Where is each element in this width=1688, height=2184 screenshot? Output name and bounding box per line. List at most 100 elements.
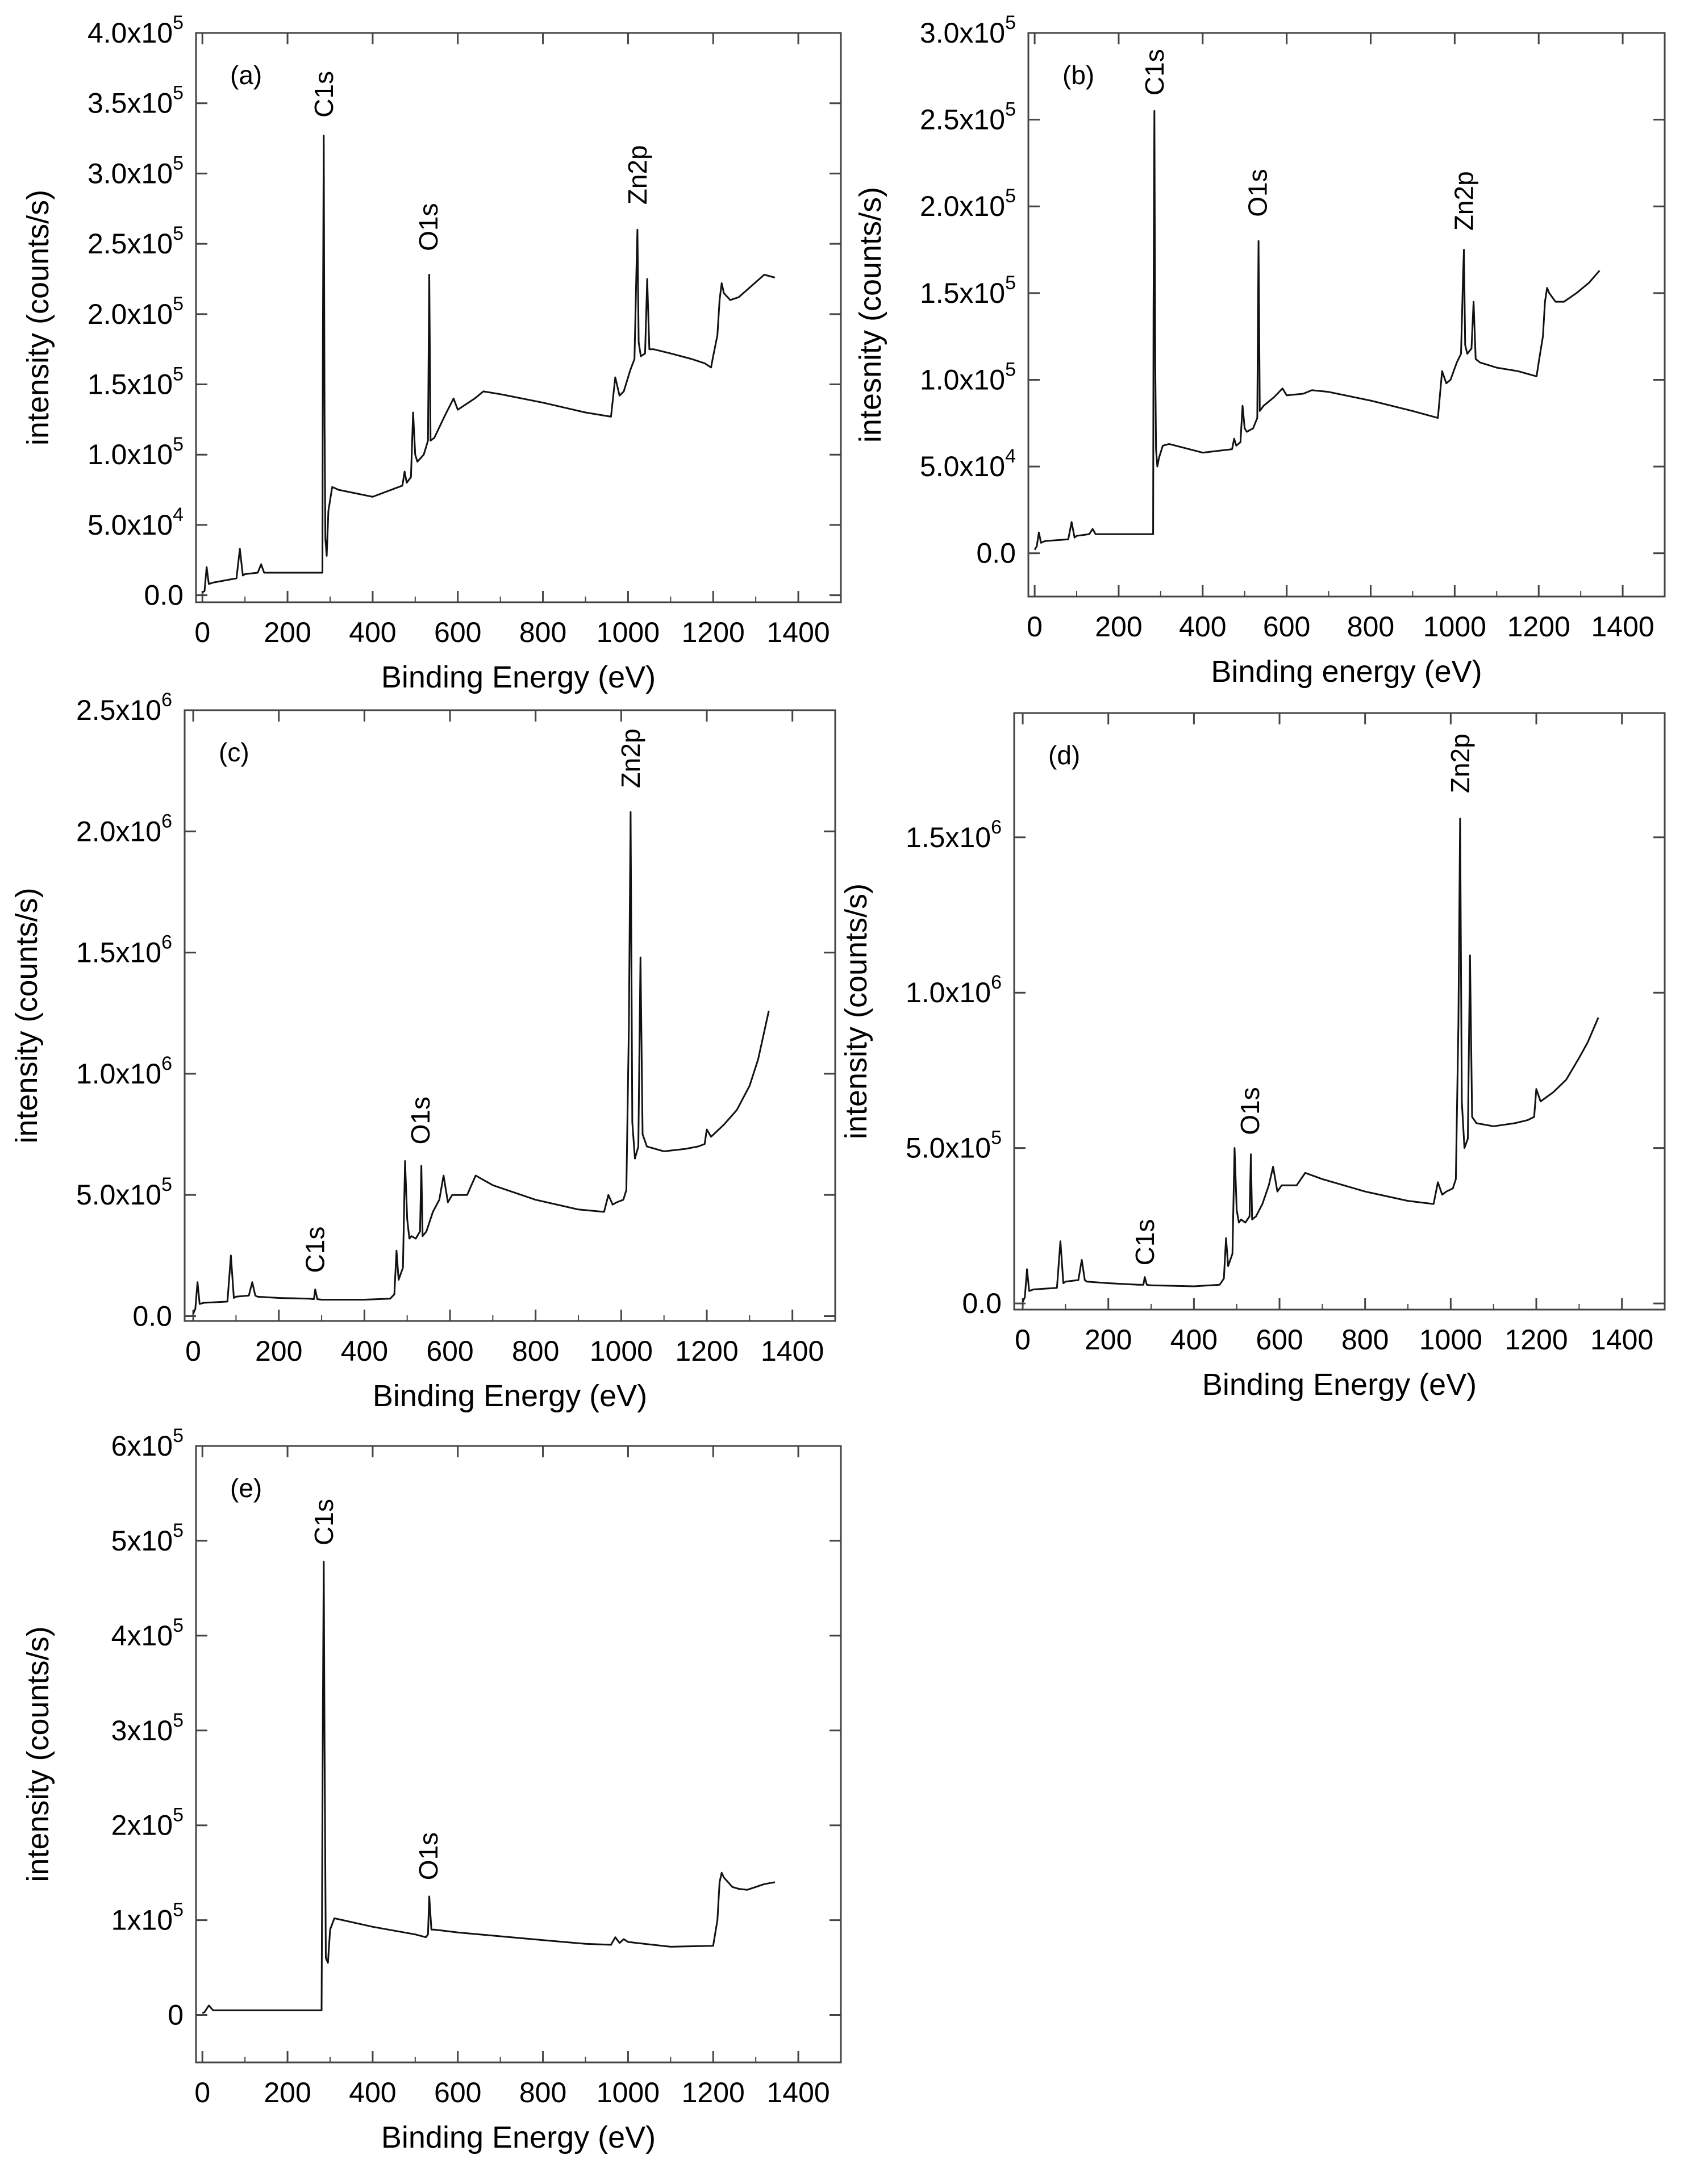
y-tick-label: 1x105 (111, 1899, 184, 1936)
peak-label-o1s: O1s (1235, 1087, 1265, 1135)
y-tick-label: 1.0x105 (87, 434, 184, 470)
peak-label-c1s: C1s (301, 1227, 330, 1273)
y-tick-mantissa: 5.0x10 (87, 509, 173, 541)
y-tick-exponent: 6 (991, 816, 1002, 838)
y-tick-exponent: 6 (161, 1053, 172, 1074)
x-tick-label: 1400 (761, 1335, 824, 1367)
peak-label-c1s: C1s (1130, 1219, 1160, 1266)
x-tick-label: 1000 (1419, 1324, 1482, 1356)
y-tick-label: 1.0x106 (76, 1053, 172, 1090)
y-axis-title: intesnity (counts/s) (853, 187, 887, 443)
y-tick-exponent: 5 (173, 1425, 184, 1447)
y-tick-mantissa: 3.0x10 (87, 157, 173, 189)
x-tick-label: 1200 (1507, 611, 1570, 643)
y-tick-mantissa: 1.5x10 (906, 822, 991, 853)
y-tick-exponent: 5 (173, 1899, 184, 1921)
y-tick-mantissa: 3.5x10 (87, 87, 173, 119)
x-axis-title: Binding Energy (eV) (373, 1379, 647, 1413)
y-tick-mantissa: 0.0 (962, 1287, 1002, 1319)
peak-label-c1s: C1s (309, 71, 339, 118)
y-tick-label: 2.5x106 (76, 689, 172, 726)
series-line-0 (1022, 818, 1599, 1302)
y-tick-label: 5.0x104 (920, 445, 1016, 482)
y-tick-exponent: 6 (161, 810, 172, 832)
x-tick-label: 1200 (682, 2077, 745, 2108)
y-axis-title: intensity (counts/s) (10, 887, 44, 1143)
x-tick-label: 600 (426, 1335, 473, 1367)
y-tick-label: 4.0x105 (87, 12, 184, 49)
plot-frame (1027, 32, 1666, 598)
y-tick-exponent: 4 (1005, 445, 1016, 467)
y-tick-exponent: 5 (1005, 359, 1016, 380)
y-tick-label: 5.0x105 (906, 1127, 1002, 1164)
y-tick-exponent: 5 (1005, 12, 1016, 34)
x-tick-label: 1200 (675, 1335, 738, 1367)
y-tick-mantissa: 1.0x10 (920, 364, 1005, 395)
x-tick-label: 800 (512, 1335, 559, 1367)
y-tick-mantissa: 0 (168, 1999, 184, 2031)
y-tick-label: 1.0x105 (920, 359, 1016, 395)
y-tick-mantissa: 1.0x10 (906, 977, 991, 1008)
y-tick-mantissa: 5.0x10 (906, 1132, 991, 1164)
x-tick-label: 600 (434, 2077, 481, 2108)
peak-label-o1s: O1s (414, 203, 443, 251)
y-tick-exponent: 6 (991, 972, 1002, 993)
x-tick-label: 0 (194, 616, 210, 648)
peak-label-o1s: O1s (406, 1097, 435, 1144)
y-tick-label: 0.0 (144, 580, 184, 611)
panel-label: (a) (230, 60, 262, 90)
y-tick-label: 6x105 (111, 1425, 184, 1462)
y-tick-exponent: 5 (991, 1127, 1002, 1149)
x-tick-label: 1400 (1591, 611, 1654, 643)
y-tick-mantissa: 1x10 (111, 1904, 173, 1936)
peak-label-c1s: C1s (1140, 49, 1169, 95)
x-axis-title: Binding energy (eV) (1211, 655, 1482, 689)
y-tick-mantissa: 6x10 (111, 1430, 173, 1462)
y-tick-exponent: 5 (173, 1520, 184, 1541)
y-tick-label: 2.0x106 (76, 810, 172, 847)
y-tick-label: 5.0x104 (87, 504, 184, 541)
series-line-0 (192, 811, 770, 1314)
x-tick-label: 400 (341, 1335, 388, 1367)
x-tick-label: 1000 (1423, 611, 1486, 643)
y-tick-mantissa: 0.0 (144, 580, 184, 611)
peak-label-zn2p: Zn2p (616, 728, 645, 788)
y-tick-label: 2.0x105 (920, 185, 1016, 222)
y-tick-label: 1.5x105 (920, 272, 1016, 309)
x-tick-label: 1400 (1590, 1324, 1653, 1356)
y-tick-mantissa: 1.5x10 (920, 277, 1005, 309)
series-line-0 (202, 135, 776, 593)
plot-frame (1013, 712, 1666, 1311)
series-line-0 (1033, 110, 1601, 551)
x-tick-label: 400 (1179, 611, 1226, 643)
y-tick-exponent: 5 (173, 82, 184, 104)
x-tick-label: 200 (1095, 611, 1142, 643)
y-tick-mantissa: 4.0x10 (87, 17, 173, 49)
y-tick-exponent: 5 (173, 364, 184, 385)
x-tick-label: 800 (519, 616, 566, 648)
series-line-0 (202, 1561, 776, 2014)
panel-label: (d) (1048, 740, 1080, 770)
x-tick-label: 400 (349, 2077, 396, 2108)
y-tick-exponent: 5 (173, 152, 184, 174)
x-tick-label: 1200 (1504, 1324, 1568, 1356)
x-tick-label: 600 (1263, 611, 1310, 643)
x-tick-label: 600 (1256, 1324, 1303, 1356)
y-tick-exponent: 5 (173, 1804, 184, 1826)
y-tick-label: 3.0x105 (920, 12, 1016, 49)
y-tick-exponent: 5 (173, 434, 184, 455)
y-tick-mantissa: 2.0x10 (76, 815, 161, 847)
panel-label: (c) (219, 737, 249, 767)
panel-d: 0 200 400 600 800 1000 1200 1400 0.0 5.0x105 1.0x1… (839, 712, 1666, 1402)
y-tick-mantissa: 2.5x10 (87, 228, 173, 260)
y-tick-label: 5.0x105 (76, 1174, 172, 1211)
y-axis-title: intensity (counts/s) (839, 883, 873, 1139)
y-tick-mantissa: 2.5x10 (920, 104, 1005, 136)
y-tick-label: 0.0 (962, 1287, 1002, 1319)
plot-frame (195, 32, 842, 603)
y-tick-label: 4x105 (111, 1615, 184, 1652)
y-tick-mantissa: 1.0x10 (76, 1058, 161, 1090)
panel-c: 0 200 400 600 800 1000 1200 1400 0.0 5.0x105 1.0x1… (10, 689, 836, 1413)
y-tick-mantissa: 1.0x10 (87, 439, 173, 470)
